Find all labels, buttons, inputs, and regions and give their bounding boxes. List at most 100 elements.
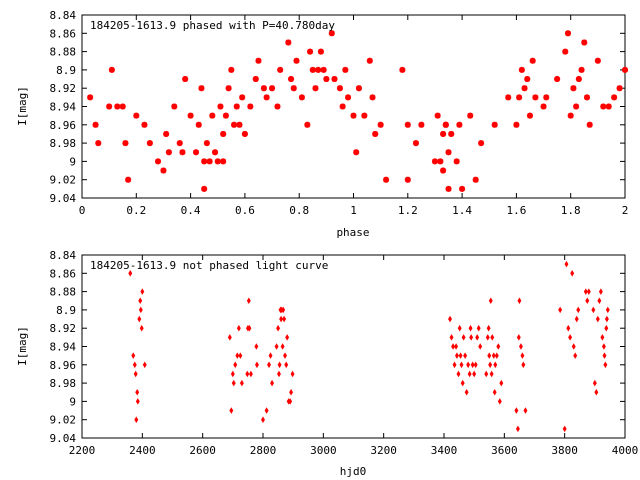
phased-data-point bbox=[622, 66, 628, 73]
phased-data-point bbox=[141, 121, 148, 128]
raw-data-point bbox=[488, 297, 493, 305]
raw-data-point bbox=[469, 334, 474, 341]
raw-x-tick-label: 3800 bbox=[551, 444, 578, 457]
raw-data-point bbox=[464, 388, 469, 396]
phased-data-point bbox=[255, 57, 262, 64]
phased-data-point bbox=[383, 176, 390, 183]
phased-data-point bbox=[228, 66, 235, 73]
phased-data-point bbox=[345, 94, 352, 101]
phased-y-tick-label: 8.94 bbox=[50, 101, 77, 114]
phased-data-point bbox=[119, 103, 126, 110]
phased-data-point bbox=[323, 76, 330, 83]
phased-x-tick-label: 0.2 bbox=[126, 204, 146, 217]
phased-data-point bbox=[521, 85, 528, 92]
phased-data-points bbox=[87, 30, 628, 192]
raw-x-tick-label: 3000 bbox=[310, 444, 337, 457]
raw-data-point bbox=[598, 288, 603, 295]
raw-data-point bbox=[135, 398, 140, 405]
phased-tick-marks: 0 0.2 0.4 0.6 0.8 1 1.2 1.4 1.6 1.8 2 8.84 8.86 8.88 8… bbox=[50, 9, 629, 217]
phased-data-point bbox=[564, 30, 571, 37]
raw-data-point bbox=[457, 324, 462, 332]
raw-data-point bbox=[486, 324, 491, 332]
raw-data-point bbox=[601, 343, 606, 350]
phased-data-point bbox=[575, 76, 582, 83]
phased-y-tick-label: 8.88 bbox=[50, 46, 77, 59]
phased-data-point bbox=[163, 130, 170, 137]
raw-data-point bbox=[517, 297, 522, 305]
phased-data-point bbox=[263, 94, 270, 101]
phased-x-tick-label: 1.2 bbox=[398, 204, 418, 217]
raw-data-point bbox=[484, 370, 489, 378]
raw-data-point bbox=[138, 306, 143, 314]
raw-y-tick-label: 9 bbox=[69, 395, 76, 408]
raw-data-point bbox=[134, 416, 139, 423]
raw-data-point bbox=[268, 352, 273, 359]
phased-data-point bbox=[404, 176, 411, 183]
raw-data-point bbox=[140, 288, 145, 295]
raw-x-tick-label: 2400 bbox=[129, 444, 156, 457]
raw-data-point bbox=[494, 352, 499, 359]
raw-data-point bbox=[558, 306, 563, 314]
phased-y-tick-label: 8.92 bbox=[50, 82, 77, 95]
raw-data-point bbox=[277, 370, 281, 378]
phased-data-point bbox=[108, 66, 115, 73]
raw-data-point bbox=[461, 334, 466, 341]
raw-data-point bbox=[230, 370, 235, 378]
raw-x-tick-label: 3400 bbox=[431, 444, 458, 457]
phased-data-point bbox=[440, 167, 447, 174]
raw-data-point bbox=[499, 379, 504, 387]
phased-data-point bbox=[459, 185, 466, 192]
raw-data-point bbox=[583, 288, 588, 295]
raw-light-curve-panel: 2200 2400 2600 2800 3000 3200 3400 3600 3800 4000… bbox=[16, 249, 638, 478]
phased-data-point bbox=[562, 48, 569, 55]
phased-data-point bbox=[529, 57, 536, 64]
raw-data-point bbox=[574, 315, 579, 323]
raw-data-point bbox=[592, 379, 597, 387]
phased-data-point bbox=[293, 57, 300, 64]
phased-data-point bbox=[540, 103, 547, 110]
raw-data-point bbox=[239, 379, 244, 387]
phased-data-point bbox=[212, 149, 219, 156]
phased-data-point bbox=[567, 112, 574, 119]
raw-y-tick-label: 8.84 bbox=[50, 249, 77, 262]
raw-data-point bbox=[132, 361, 137, 369]
raw-data-point bbox=[247, 324, 252, 332]
raw-tick-marks: 2200 2400 2600 2800 3000 3200 3400 3600 3800 4000… bbox=[50, 249, 639, 457]
phased-data-point bbox=[369, 94, 376, 101]
raw-x-tick-label: 4000 bbox=[612, 444, 639, 457]
raw-data-point bbox=[585, 297, 590, 305]
raw-plot-title: 184205-1613.9 not phased light curve bbox=[90, 259, 328, 272]
phased-data-point bbox=[412, 140, 419, 147]
raw-data-point bbox=[597, 297, 602, 305]
raw-data-point bbox=[267, 361, 271, 369]
raw-data-point bbox=[231, 379, 236, 387]
raw-data-point bbox=[138, 297, 143, 305]
raw-data-point bbox=[571, 343, 576, 350]
raw-data-point bbox=[514, 407, 519, 414]
phased-data-point bbox=[165, 149, 172, 156]
phased-y-tick-label: 8.84 bbox=[50, 9, 77, 22]
phased-data-point bbox=[448, 130, 455, 137]
raw-y-tick-label: 9.02 bbox=[50, 414, 77, 427]
raw-data-point bbox=[603, 361, 608, 369]
raw-data-point bbox=[454, 343, 459, 350]
raw-data-point bbox=[264, 407, 269, 414]
phased-data-point bbox=[366, 57, 373, 64]
phased-data-point bbox=[570, 85, 577, 92]
raw-data-point bbox=[518, 343, 523, 350]
phased-data-point bbox=[578, 66, 585, 73]
phased-x-tick-label: 0 bbox=[79, 204, 86, 217]
raw-data-point bbox=[245, 370, 250, 378]
phased-data-point bbox=[214, 158, 221, 165]
phased-data-point bbox=[377, 121, 384, 128]
phased-data-point bbox=[125, 176, 132, 183]
phased-data-point bbox=[320, 66, 327, 73]
raw-data-point bbox=[290, 370, 295, 378]
phased-data-point bbox=[201, 158, 208, 165]
phased-y-tick-label: 9.02 bbox=[50, 174, 77, 187]
raw-data-point bbox=[562, 425, 567, 433]
phased-data-point bbox=[222, 112, 229, 119]
raw-data-point bbox=[496, 343, 501, 350]
phased-data-point bbox=[372, 130, 379, 137]
phased-data-point bbox=[583, 94, 590, 101]
